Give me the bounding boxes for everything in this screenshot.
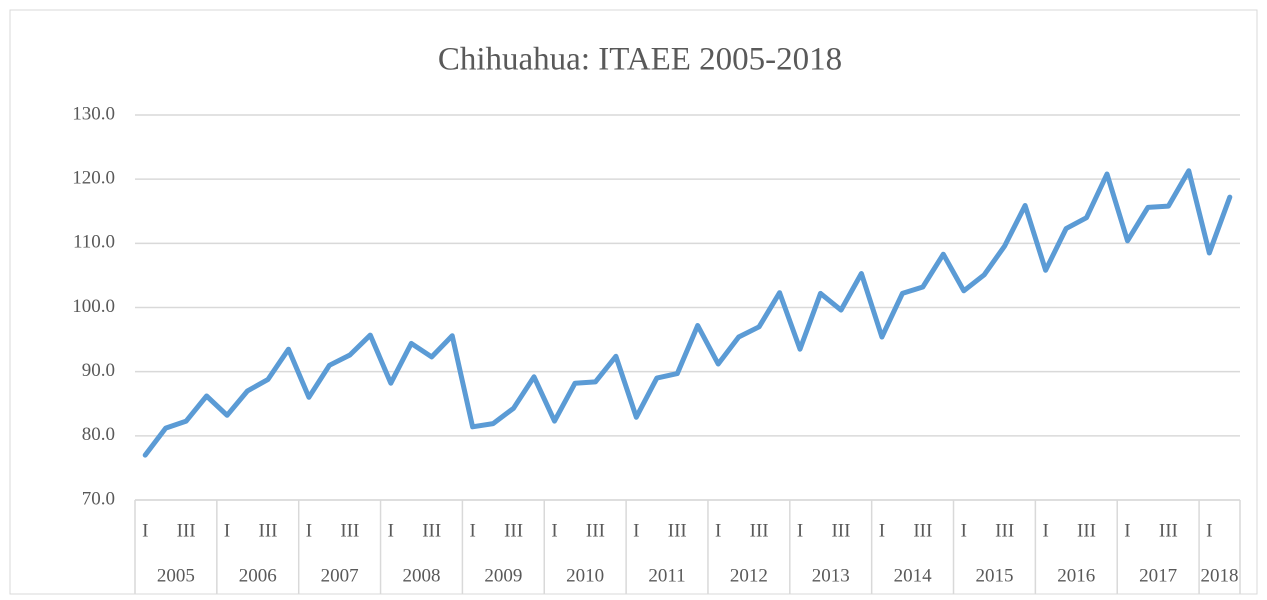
y-tick-label: 110.0 (73, 232, 115, 253)
x-tick-label: I (142, 520, 148, 541)
x-tick-label: III (259, 520, 278, 541)
y-tick-label: 120.0 (72, 168, 115, 189)
x-group-label: 2018 (1201, 565, 1239, 586)
x-group-label: 2008 (402, 565, 440, 586)
x-group-label: 2014 (894, 565, 933, 586)
x-tick-label: III (831, 520, 850, 541)
x-tick-label: I (1206, 520, 1212, 541)
x-tick-label: III (504, 520, 523, 541)
x-tick-label: I (306, 520, 312, 541)
x-tick-label: III (586, 520, 605, 541)
y-tick-label: 80.0 (82, 424, 115, 445)
x-tick-label: I (1042, 520, 1048, 541)
x-group-label: 2016 (1057, 565, 1095, 586)
x-tick-label: I (633, 520, 639, 541)
x-group-label: 2010 (566, 565, 604, 586)
x-group-label: 2005 (157, 565, 195, 586)
x-group-label: 2013 (812, 565, 850, 586)
x-tick-label: I (551, 520, 557, 541)
x-tick-label: III (340, 520, 359, 541)
line-series (142, 168, 1233, 458)
x-tick-label: III (1159, 520, 1178, 541)
x-tick-label: I (224, 520, 230, 541)
x-tick-label: III (750, 520, 769, 541)
x-group-label: 2015 (975, 565, 1013, 586)
x-group-label: 2012 (730, 565, 768, 586)
x-tick-label: III (668, 520, 687, 541)
y-tick-label: 130.0 (72, 103, 115, 124)
x-tick-label: I (388, 520, 394, 541)
x-tick-label: III (177, 520, 196, 541)
x-tick-label: I (715, 520, 721, 541)
x-group-label: 2007 (321, 565, 359, 586)
chart-title: Chihuahua: ITAEE 2005-2018 (438, 42, 842, 78)
x-group-label: 2006 (239, 565, 277, 586)
x-group-label: 2017 (1139, 565, 1177, 586)
y-tick-label: 100.0 (72, 296, 115, 317)
y-tick-label: 70.0 (82, 488, 115, 509)
x-group-label: 2009 (484, 565, 522, 586)
x-tick-label: I (1124, 520, 1130, 541)
x-tick-label: III (1077, 520, 1096, 541)
y-tick-label: 90.0 (82, 360, 115, 381)
chart-border (9, 9, 1258, 595)
x-tick-label: III (422, 520, 441, 541)
x-tick-label: I (469, 520, 475, 541)
x-group-label: 2011 (648, 565, 685, 586)
x-tick-label: III (913, 520, 932, 541)
x-tick-label: III (995, 520, 1014, 541)
x-tick-label: I (961, 520, 967, 541)
x-tick-label: I (879, 520, 885, 541)
x-tick-label: I (797, 520, 803, 541)
